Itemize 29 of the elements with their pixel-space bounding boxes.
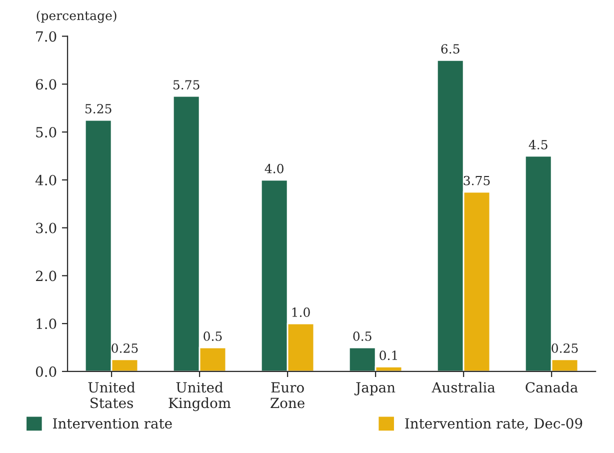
data-label: 1.0 (292, 308, 310, 317)
data-label: 4.5 (528, 140, 548, 150)
data-label: 5.75 (173, 80, 200, 90)
data-label: 0.25 (112, 343, 138, 353)
y-axis-title: (percentage) (36, 10, 116, 23)
y-tick-label: 2.0 (36, 270, 56, 282)
x-tick-label: United States (88, 382, 136, 408)
y-tick-label: 5.0 (36, 126, 56, 138)
y-tick-label: 0.0 (36, 366, 56, 377)
y-tick-label: 6.0 (36, 79, 56, 90)
legend-label: Intervention rate (53, 418, 172, 429)
data-label: 0.5 (204, 331, 222, 341)
data-label: 5.25 (85, 104, 112, 114)
x-tick-label: Australia (432, 382, 496, 393)
x-tick-label: Euro Zone (270, 382, 304, 408)
data-label: 6.5 (441, 44, 460, 54)
data-label: 0.25 (552, 343, 578, 353)
x-tick-label: United Kingdom (168, 382, 231, 412)
data-label: 3.75 (464, 176, 490, 186)
data-label: 4.0 (264, 164, 284, 174)
legend-label: Intervention rate, Dec-09 (405, 418, 582, 430)
x-tick-label: Canada (526, 382, 578, 393)
y-tick-label: 7.0 (36, 31, 56, 42)
x-tick-label: Japan (354, 382, 396, 396)
y-tick-label: 1.0 (36, 318, 56, 330)
data-label: 0.1 (380, 350, 397, 360)
y-tick-label: 4.0 (35, 174, 56, 186)
y-tick-label: 3.0 (36, 222, 56, 234)
data-label: 0.5 (353, 331, 372, 341)
